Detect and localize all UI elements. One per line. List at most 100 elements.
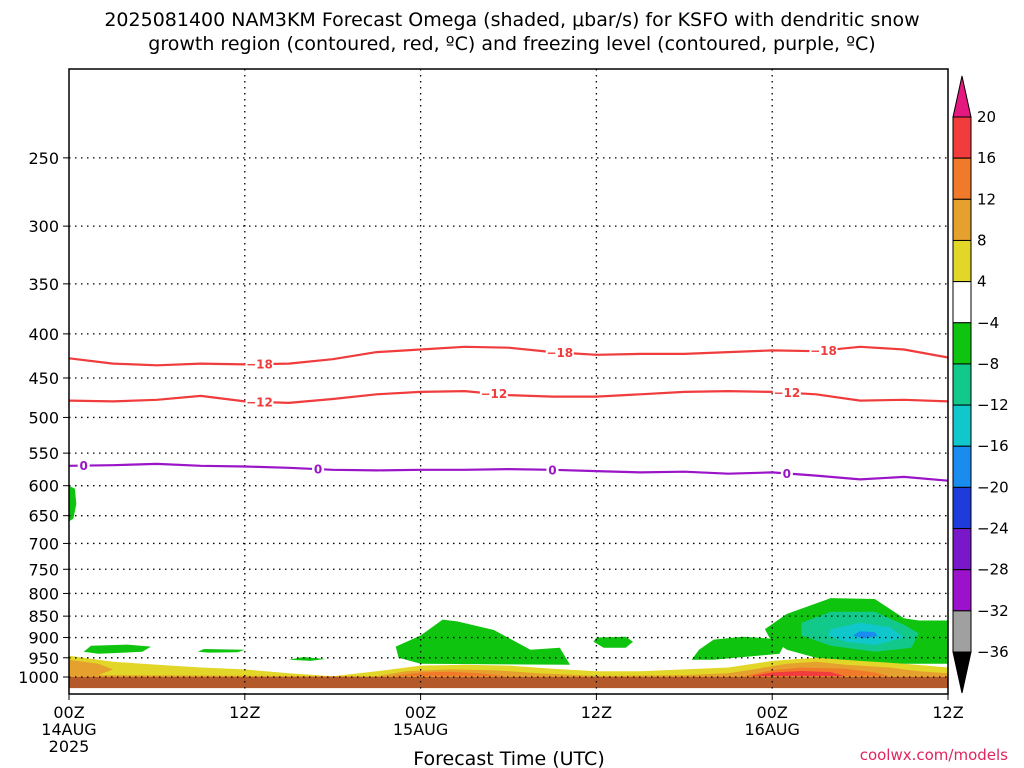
y-tick-label: 900: [28, 629, 59, 648]
contour-label-bg: [545, 345, 574, 360]
colorbar-label: −16: [977, 437, 1009, 455]
omega-area-5: [750, 671, 846, 677]
colorbar: 20 16 12 8 4 −4 −8 −12 −16 −20 −24 −28 −32 −36: [952, 75, 1009, 694]
colorbar-label: 16: [977, 149, 996, 167]
y-tick-label: 550: [28, 444, 59, 463]
omega-area-9: [288, 657, 326, 661]
y-tick-label: 750: [28, 560, 59, 579]
contour-label-bg: [245, 394, 274, 409]
omega-area-8: [197, 649, 245, 653]
colorbar-segment-13: [952, 610, 972, 653]
contour-label: 0: [314, 463, 322, 477]
x-tick-label: 14AUG: [41, 720, 96, 739]
y-tick-label: 950: [28, 649, 59, 668]
x-tick-label: 00Z: [757, 703, 788, 722]
contour-label: −12: [480, 387, 507, 401]
contour-line--18: [69, 345, 948, 367]
omega-area-6: [69, 485, 77, 522]
contour-label: 0: [79, 459, 87, 473]
watermark-text: coolwx.com/models: [859, 746, 1008, 764]
colorbar-top-arrow: [952, 75, 972, 118]
omega-area-0: [69, 677, 948, 689]
contour-label-bg: [546, 462, 559, 477]
chart-title-line-2: growth region (contoured, red, ºC) and f…: [148, 33, 876, 55]
contour-label-bg: [772, 385, 801, 400]
colorbar-segment-2: [952, 157, 972, 200]
colorbar-label: −12: [977, 396, 1009, 414]
contour-label: 0: [783, 467, 791, 481]
x-tick-label: 15AUG: [393, 720, 448, 739]
colorbar-segment-11: [952, 528, 972, 571]
colorbar-label: 8: [977, 231, 987, 249]
grid-lines: [69, 69, 948, 694]
colorbar-label: −28: [977, 561, 1009, 579]
colorbar-segment-8: [952, 404, 972, 447]
x-tick-label: 12Z: [932, 703, 963, 722]
omega-area-1: [69, 655, 948, 677]
x-tick-label: 12Z: [229, 703, 260, 722]
omega-area-12: [691, 636, 787, 660]
y-tick-label: 250: [28, 149, 59, 168]
colorbar-segment-1: [952, 116, 972, 159]
y-tick-label: 650: [28, 507, 59, 526]
colorbar-segment-9: [952, 445, 972, 488]
contour-label: −12: [246, 395, 273, 409]
y-tick-label: 600: [28, 477, 59, 496]
colorbar-label: −20: [977, 478, 1009, 496]
contour-label: −18: [810, 344, 837, 358]
colorbar-bottom-arrow: [952, 651, 972, 694]
omega-area-7: [83, 644, 151, 654]
y-tick-label: 350: [28, 275, 59, 294]
x-axis-label: Forecast Time (UTC): [413, 748, 604, 768]
y-axis-ticks: 250 300 350 400 450 500 550 600 650 700 750 800 850 9…: [18, 149, 69, 687]
contour-lines: −18 −18 −18 −12 −12 −12 0 0 0 0: [69, 343, 948, 482]
colorbar-segment-7: [952, 363, 972, 406]
colorbar-segment-10: [952, 486, 972, 530]
colorbar-label: 4: [977, 273, 987, 291]
y-tick-label: 300: [28, 217, 59, 236]
x-tick-label: 16AUG: [744, 720, 799, 739]
x-tick-label: 2025: [49, 737, 90, 756]
omega-shading: [69, 485, 948, 689]
chart-title-line-1: 2025081400 NAM3KM Forecast Omega (shaded…: [104, 9, 920, 31]
colorbar-label: −4: [977, 314, 999, 332]
contour-label: −18: [246, 358, 273, 372]
y-tick-label: 450: [28, 369, 59, 388]
omega-area-16: [852, 631, 878, 639]
y-tick-label: 1000: [18, 668, 59, 687]
colorbar-label: −32: [977, 602, 1009, 620]
colorbar-label: −24: [977, 520, 1009, 538]
contour-label-bg: [809, 343, 838, 358]
y-tick-label: 400: [28, 325, 59, 344]
contour-label: −18: [546, 346, 573, 360]
colorbar-segment-6: [952, 322, 972, 365]
colorbar-segment-3: [952, 198, 972, 241]
contour-label-bg: [245, 357, 274, 372]
y-tick-label: 850: [28, 607, 59, 626]
colorbar-segment-12: [952, 569, 972, 612]
colorbar-segment-5: [952, 281, 972, 324]
colorbar-segment-4: [952, 239, 972, 283]
colorbar-label: −36: [977, 643, 1009, 661]
colorbar-label: −8: [977, 355, 999, 373]
x-tick-label: 00Z: [53, 703, 84, 722]
y-tick-label: 800: [28, 584, 59, 603]
contour-label-bg: [479, 386, 508, 401]
contour-line--12: [69, 390, 948, 404]
contour-label-bg: [77, 458, 90, 473]
x-tick-label: 00Z: [405, 703, 436, 722]
contour-line-0: [69, 462, 948, 482]
x-tick-label: 12Z: [581, 703, 612, 722]
contour-label-bg: [780, 466, 793, 481]
contour-label: −12: [773, 386, 800, 400]
colorbar-label: 12: [977, 190, 996, 208]
colorbar-label: 20: [977, 108, 996, 126]
contour-label-bg: [312, 462, 325, 477]
plot-frame: [68, 68, 949, 695]
contour-label: 0: [548, 463, 556, 477]
y-tick-label: 700: [28, 534, 59, 553]
omega-area-11: [593, 636, 633, 648]
omega-area-10: [395, 619, 570, 665]
